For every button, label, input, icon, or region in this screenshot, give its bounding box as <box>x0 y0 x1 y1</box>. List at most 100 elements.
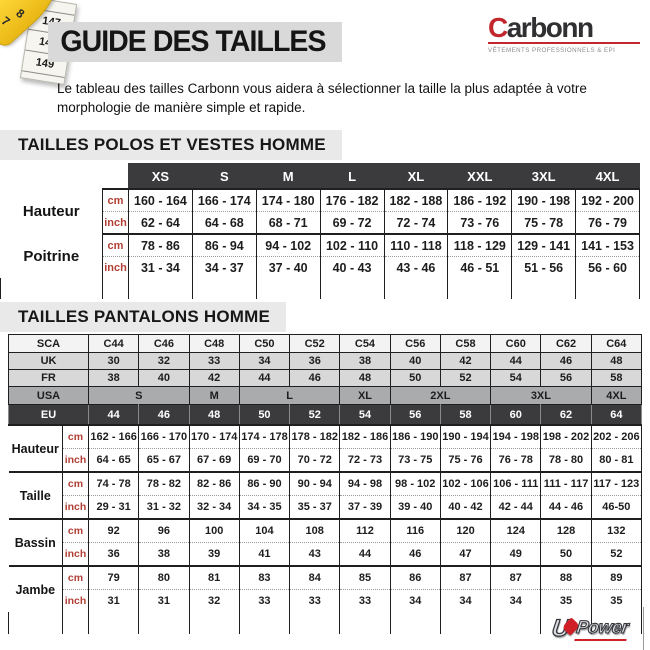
stub-cell <box>128 278 193 299</box>
row-label: Taille <box>8 471 63 519</box>
conversion-cell: 46 <box>138 404 190 425</box>
measure-row-cm: Hauteur cm 162 - 166 166 - 170 170 - 174 174 … <box>8 424 643 472</box>
value-cell: 64 - 65 <box>88 448 140 472</box>
conversion-cell: 42 <box>188 369 240 387</box>
value-cell: 86 - 94 <box>191 233 257 257</box>
value-cell: 40 - 43 <box>319 256 385 278</box>
measure-row-inch: inch 31 31 32 33 33 33 34 34 34 35 35 <box>9 589 643 612</box>
value-cell: 92 <box>88 518 140 543</box>
conversion-cell: 58 <box>439 404 492 425</box>
conversion-cell: 4XL <box>590 386 643 405</box>
pants-section-title: TAILLES PANTALONS HOMME <box>0 302 287 332</box>
value-cell: 182 - 188 <box>383 188 449 212</box>
stub-cell <box>238 612 291 634</box>
value-cell: 73 - 75 <box>389 448 441 472</box>
stub-cell <box>511 278 577 299</box>
stub-cell <box>191 278 257 299</box>
value-cell: 72 - 74 <box>383 211 449 234</box>
conversion-cell: C64 <box>590 334 643 353</box>
stub-cell <box>575 278 640 299</box>
conversion-cell: 38 <box>88 369 140 387</box>
conversion-row-label: SCA <box>7 334 90 353</box>
stub-cell <box>389 612 441 634</box>
value-cell: 82 - 86 <box>188 471 240 496</box>
conversion-cell: 32 <box>138 352 190 370</box>
value-cell: 170 - 174 <box>188 424 240 449</box>
value-cell: 75 - 76 <box>439 448 492 472</box>
value-cell: 46-50 <box>590 495 643 519</box>
conversion-cell: M <box>188 386 240 405</box>
upower-logo: U Power <box>550 614 631 643</box>
value-cell: 37 - 39 <box>339 495 391 519</box>
value-cell: 62 - 64 <box>128 211 193 234</box>
value-cell: 102 - 110 <box>319 233 385 257</box>
value-cell: 132 <box>590 518 643 543</box>
table-corner-cell <box>0 163 129 189</box>
unit-label-inch: inch <box>61 589 90 612</box>
conversion-cell: C44 <box>88 334 140 353</box>
value-cell: 34 <box>389 589 441 612</box>
conversion-cell: 54 <box>339 404 391 425</box>
size-column-header: 3XL <box>511 163 577 190</box>
conversion-cell: 48 <box>188 404 240 425</box>
value-cell: 43 <box>289 542 341 566</box>
unit-label-inch: inch <box>61 542 90 566</box>
stub-cell <box>590 612 643 634</box>
value-cell: 129 - 141 <box>511 233 577 257</box>
value-cell: 73 - 76 <box>447 211 513 234</box>
unit-label-inch: inch <box>102 211 129 234</box>
stub-cell <box>439 612 492 634</box>
brand-tagline: VÊTEMENTS PROFESSIONNELS & EPI <box>488 47 616 54</box>
value-cell: 83 <box>238 565 291 590</box>
conversion-cell: 3XL <box>490 386 592 405</box>
value-cell: 31 <box>138 589 190 612</box>
conversion-cell: 56 <box>389 404 441 425</box>
intro-text: Le tableau des tailles Carbonn vous aide… <box>57 81 587 116</box>
conversion-cell: 40 <box>138 369 190 387</box>
value-cell: 190 - 198 <box>511 188 577 212</box>
conversion-cell: 46 <box>540 352 592 370</box>
conversion-cell: C50 <box>238 334 291 353</box>
brand-underline <box>488 42 640 44</box>
value-cell: 43 - 46 <box>383 256 449 278</box>
conversion-row-sca: SCA C44 C46 C48 C50 C52 C54 C56 C58 C60 C62 C64 <box>7 334 643 353</box>
value-cell: 31 - 32 <box>138 495 190 519</box>
conversion-cell: C48 <box>188 334 240 353</box>
value-cell: 160 - 164 <box>128 188 193 212</box>
value-cell: 100 <box>188 518 240 543</box>
value-cell: 37 - 40 <box>255 256 321 278</box>
measure-row-cm: Bassin cm 92 96 100 104 108 112 116 120 124 128 132 <box>8 518 643 566</box>
conversion-cell: 60 <box>490 404 542 425</box>
value-cell: 70 - 72 <box>289 448 341 472</box>
conversion-row-usa: USA S M L XL 2XL 3XL 4XL <box>7 386 643 405</box>
value-cell: 64 - 68 <box>191 211 257 234</box>
value-cell: 34 <box>490 589 542 612</box>
value-cell: 87 <box>439 565 492 590</box>
value-cell: 56 - 60 <box>575 256 640 278</box>
value-cell: 75 - 78 <box>511 211 577 234</box>
stub-cell <box>255 278 321 299</box>
stub-cell <box>8 612 63 634</box>
value-cell: 33 <box>238 589 291 612</box>
value-cell: 40 - 42 <box>439 495 492 519</box>
conversion-row-label: FR <box>7 369 90 387</box>
value-cell: 36 <box>88 542 140 566</box>
value-cell: 80 - 81 <box>590 448 643 472</box>
stub-cell <box>339 612 391 634</box>
value-cell: 76 - 78 <box>490 448 542 472</box>
value-cell: 41 <box>238 542 291 566</box>
value-cell: 198 - 202 <box>540 424 592 449</box>
conversion-cell: 52 <box>439 369 492 387</box>
conversion-row-label: USA <box>7 386 90 405</box>
stub-cell <box>88 612 140 634</box>
conversion-cell: L <box>238 386 341 405</box>
value-cell: 34 <box>439 589 492 612</box>
stub-cell <box>61 612 90 634</box>
value-cell: 35 <box>590 589 643 612</box>
row-label: Hauteur <box>0 189 103 234</box>
unit-label-inch: inch <box>61 448 90 472</box>
stub-cell <box>188 612 240 634</box>
measure-row-cm: Poitrine cm 78 - 86 86 - 94 94 - 102 102 - 11… <box>0 233 640 278</box>
value-cell: 32 - 34 <box>188 495 240 519</box>
conversion-cell: 44 <box>238 369 291 387</box>
